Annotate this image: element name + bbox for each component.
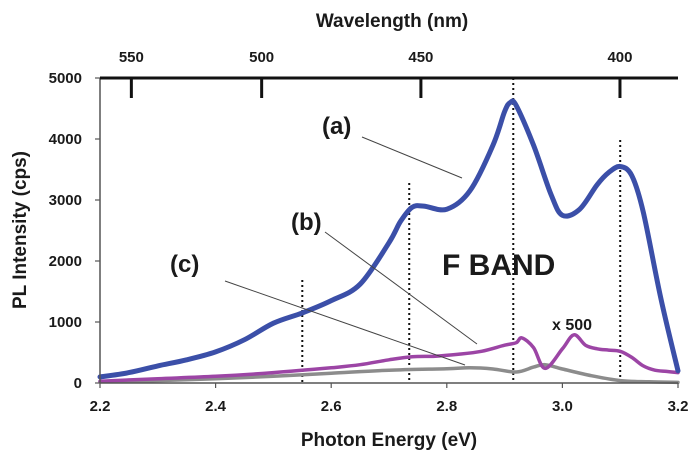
label-b: (b)	[291, 209, 322, 236]
f-band-label: F BAND	[442, 249, 555, 282]
tick-labels: 2.2 2.4 2.6 2.8 3.0 3.2 0 1000 2000 3000 4000 5000 5…	[49, 49, 689, 415]
y-tick-label: 3000	[49, 192, 82, 209]
x-axis-title: Photon Energy (eV)	[301, 430, 477, 451]
label-c: (c)	[170, 251, 199, 278]
series-line-2	[98, 362, 680, 385]
axes	[95, 76, 679, 388]
leader-lines	[224, 136, 478, 366]
x-tick-label: 2.6	[321, 398, 342, 415]
top-tick-label: 450	[408, 49, 433, 66]
y-tick-label: 1000	[49, 314, 82, 331]
x-tick-label: 3.0	[552, 398, 573, 415]
series-group	[97, 98, 681, 385]
label-a: (a)	[322, 113, 351, 140]
leader-line-2	[224, 280, 466, 366]
top-axis-title: Wavelength (nm)	[316, 11, 468, 32]
top-tick-label: 500	[249, 49, 274, 66]
series-line-0	[97, 98, 681, 380]
top-tick-label: 550	[119, 49, 144, 66]
y-axis-title: PL Intensity (cps)	[10, 151, 31, 309]
x-tick-label: 3.2	[668, 398, 689, 415]
y-tick-label: 5000	[49, 70, 82, 87]
x-tick-label: 2.2	[90, 398, 111, 415]
y-tick-label: 0	[74, 375, 82, 392]
leader-line-0	[361, 136, 463, 179]
y-tick-label: 2000	[49, 253, 82, 270]
leader-line-1	[324, 231, 478, 345]
y-tick-label: 4000	[49, 131, 82, 148]
series-line-1	[98, 333, 680, 383]
x-tick-label: 2.8	[436, 398, 457, 415]
reference-lines	[301, 78, 622, 383]
top-tick-label: 400	[607, 49, 632, 66]
x-tick-label: 2.4	[205, 398, 227, 415]
multiplier-label: x 500	[552, 317, 592, 334]
